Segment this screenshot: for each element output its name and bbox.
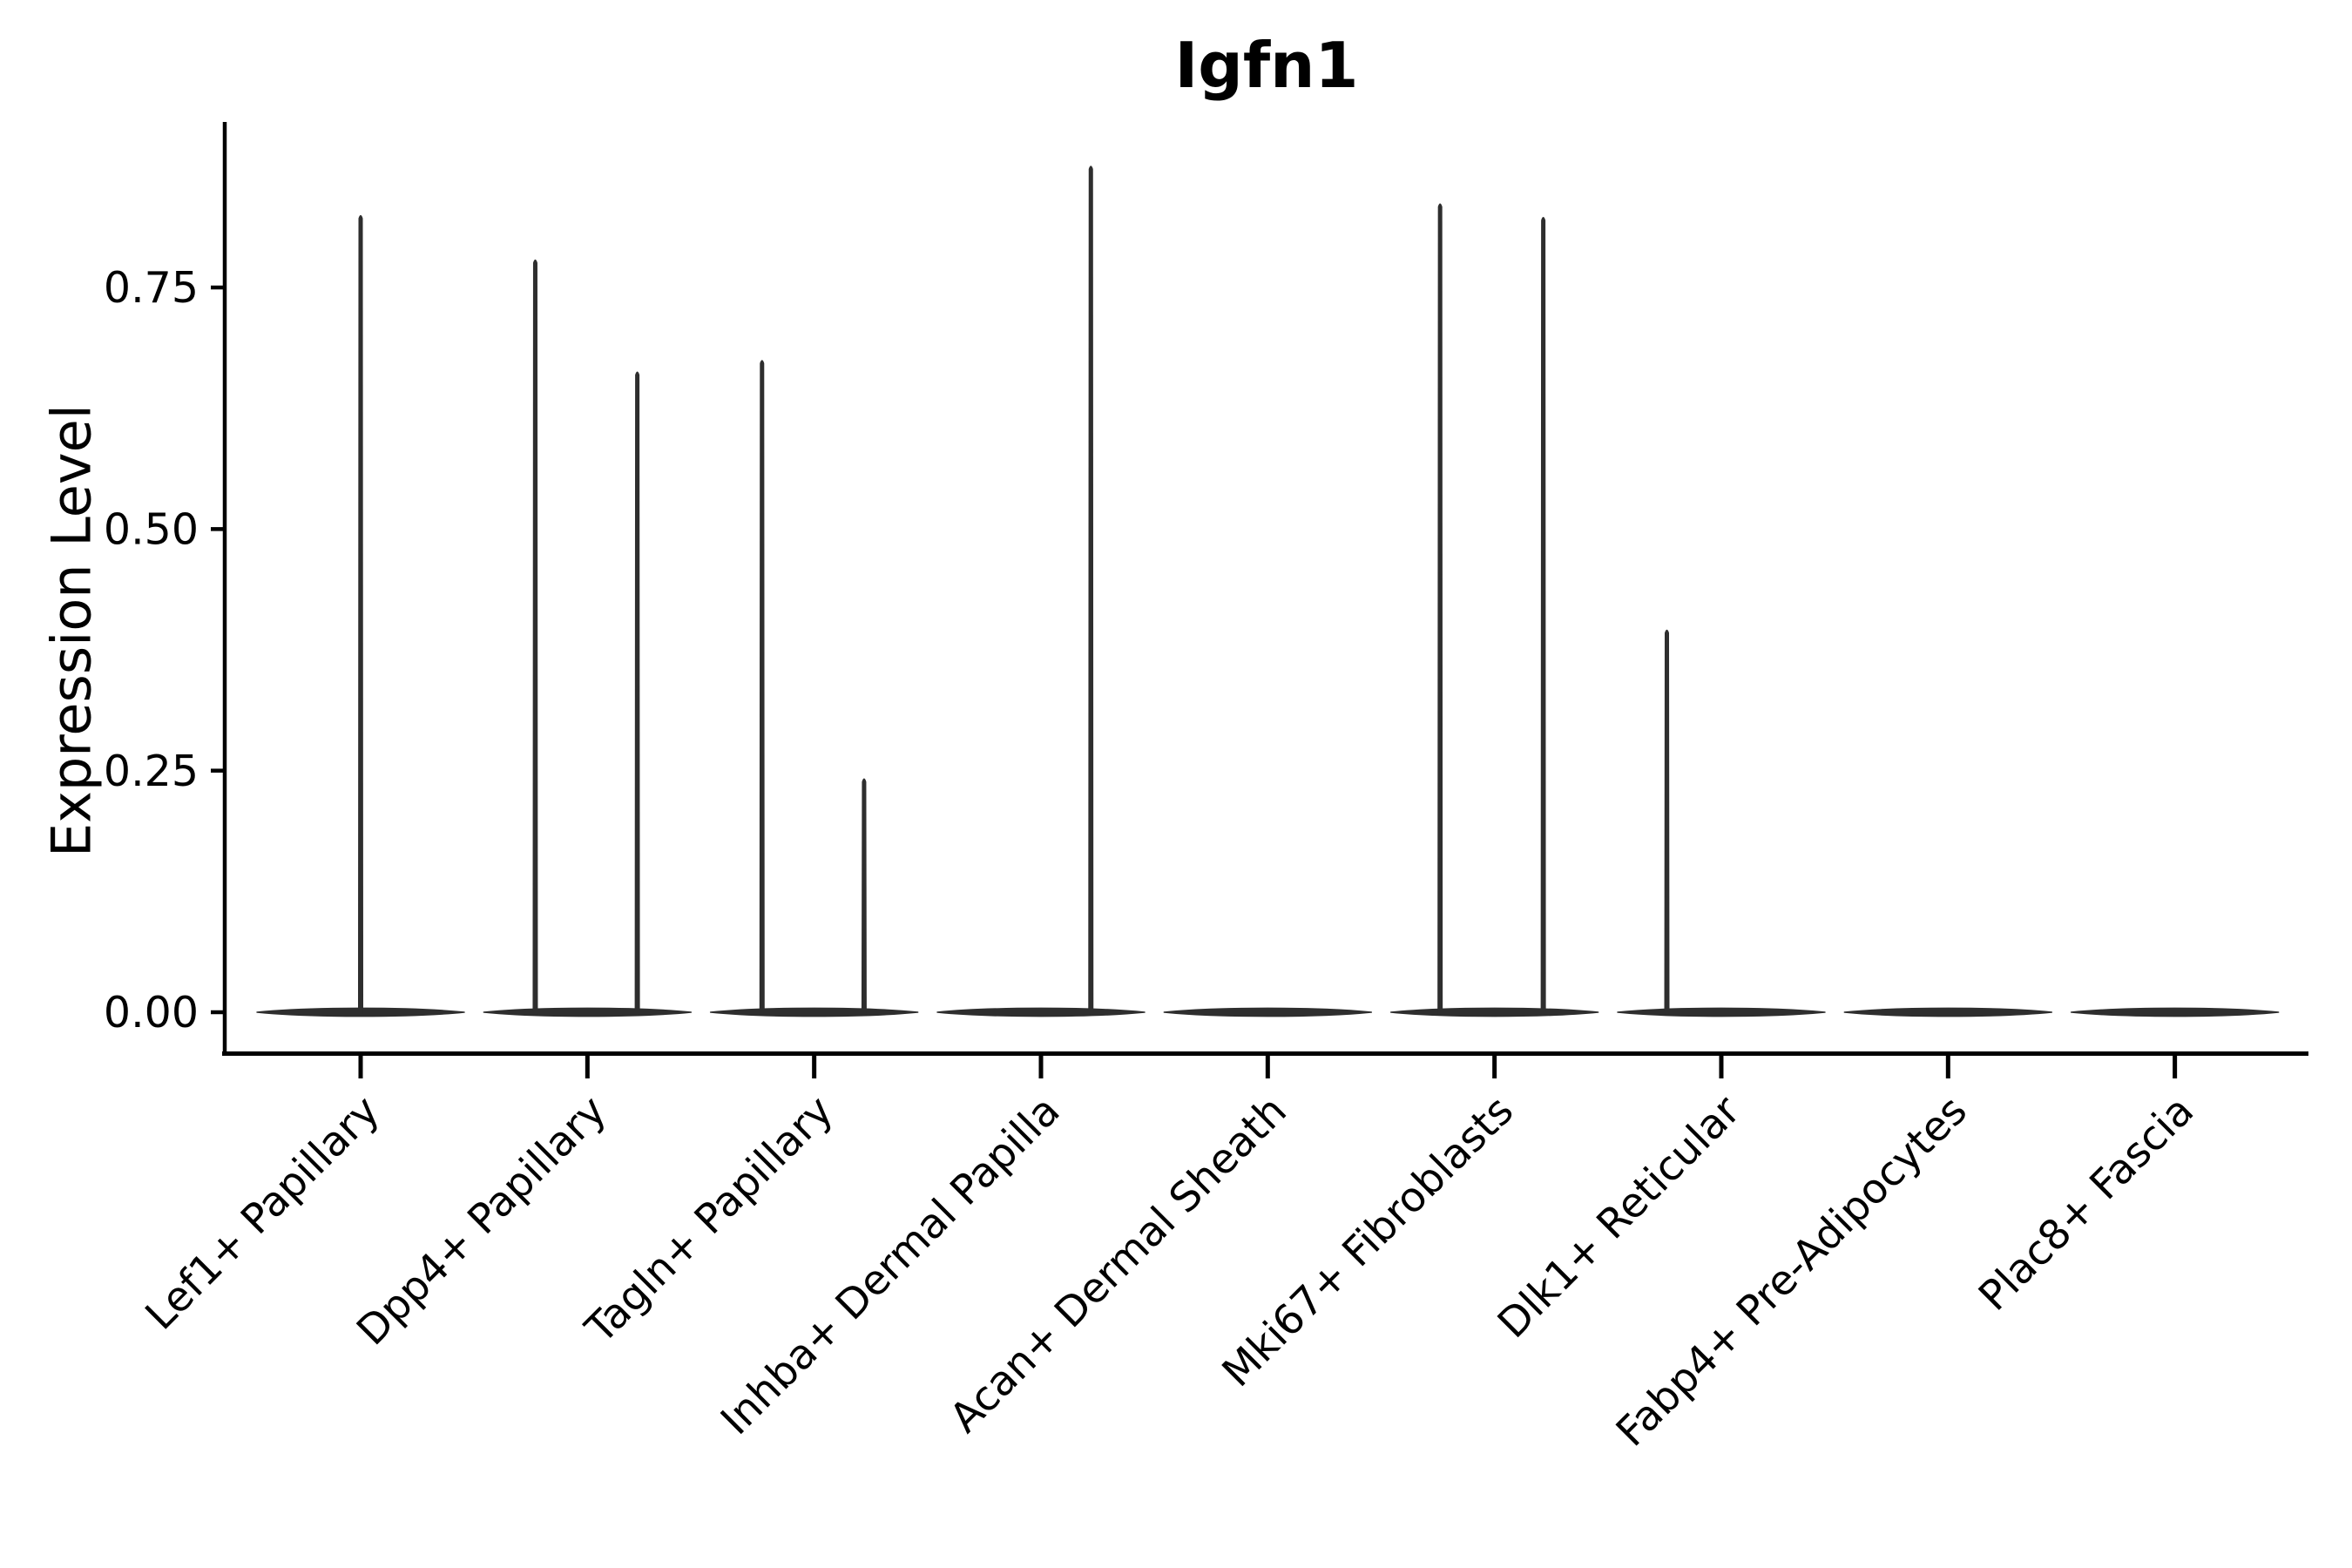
violin [1843,1007,2053,1017]
violin [936,166,1146,1017]
violin-body [1617,1007,1826,1017]
y-ticks-layer: 0.00 0.25 0.50 0.75 [104,263,225,1037]
violin-spike [1088,166,1094,1015]
x-tick-label: Dlk1+ Reticular [1489,1086,1750,1348]
y-tick-label: 0.75 [104,263,199,313]
violin-spike [1664,629,1670,1015]
axes-layer [222,122,2308,1056]
violin-body [483,1007,693,1017]
violin [2070,1007,2280,1017]
violin [1617,629,1826,1017]
violin-spike [358,214,363,1015]
y-tick-label: 0.50 [104,505,199,555]
violin-body [709,1007,919,1017]
violins-layer [256,166,2280,1017]
x-tick-label: Lef1+ Papillary [137,1087,389,1340]
violin-body [2070,1007,2280,1017]
violin-spike [1437,203,1443,1015]
violin [256,214,465,1017]
x-tick-label: Dpp4+ Papillary [348,1087,616,1355]
x-tick-label: Tagln+ Papillary [576,1087,842,1354]
violin-spike [759,360,765,1015]
y-tick-label: 0.25 [104,747,199,796]
violin-body [936,1007,1146,1017]
violin-body [1163,1007,1373,1017]
y-axis-label: Expression Level [40,404,104,857]
violin [483,259,693,1017]
violin-spike [532,259,538,1015]
chart-title: Igfn1 [1174,29,1358,102]
violin [1163,1007,1373,1017]
violin-spike [634,371,640,1015]
x-tick-label: Plac8+ Fascia [1970,1087,2203,1321]
violin [1389,203,1599,1017]
violin-body [1389,1007,1599,1017]
violin-body [1843,1007,2053,1017]
violin-spike [861,778,867,1015]
violin-spike [1540,217,1546,1015]
violin [709,360,919,1017]
y-tick-label: 0.00 [104,988,199,1037]
